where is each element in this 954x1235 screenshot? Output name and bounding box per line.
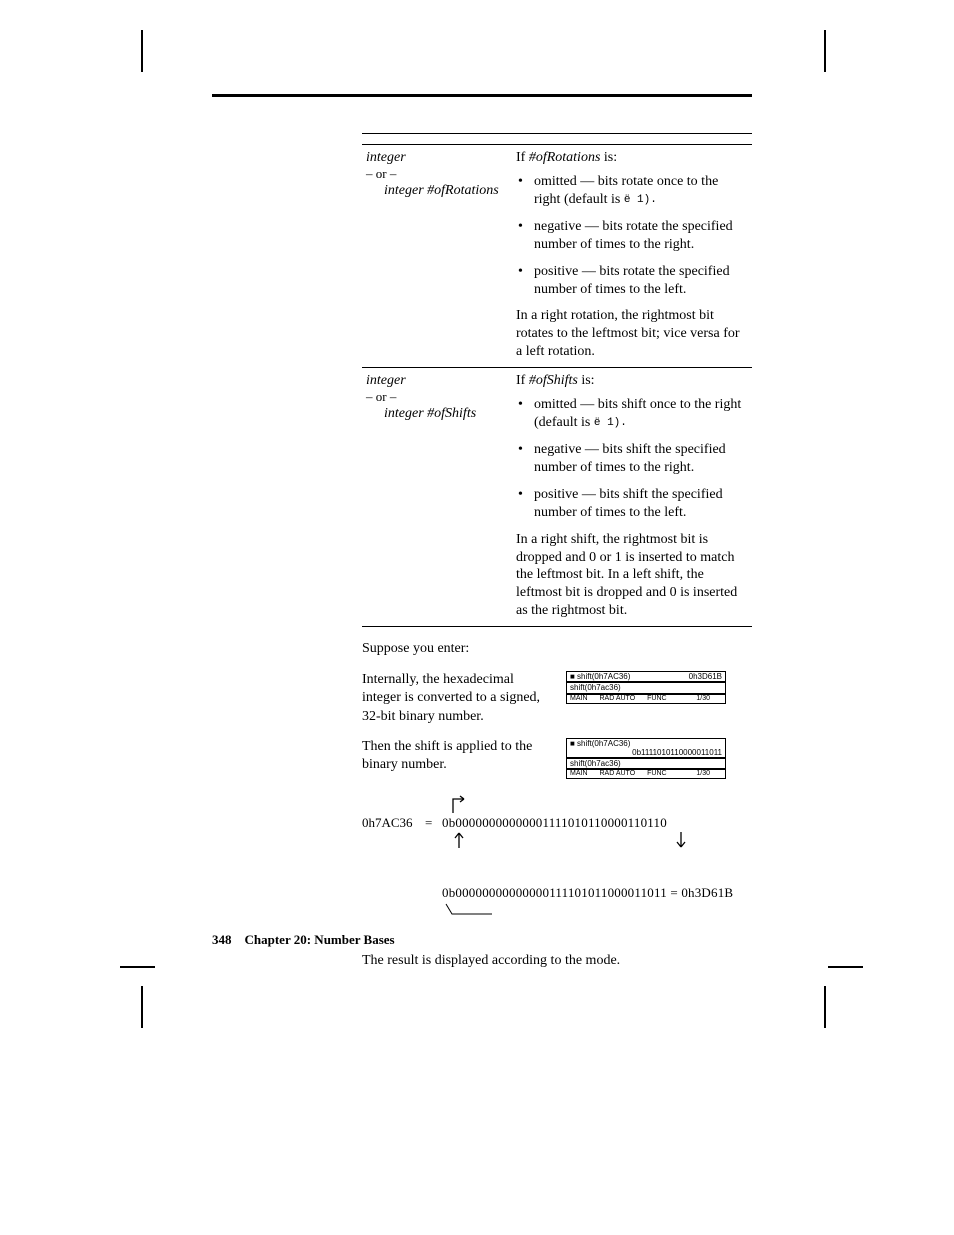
shift-with-line1: integer	[366, 373, 406, 388]
top-rule	[212, 94, 752, 97]
crop-mark	[824, 986, 826, 1028]
crop-mark	[828, 966, 863, 968]
page-content: integer – or – integer #ofRotations If #…	[212, 94, 752, 969]
example-step2: Then the shift is applied to the binary …	[362, 738, 554, 774]
example-final: The result is displayed according to the…	[362, 953, 752, 969]
arrow-up-icon	[454, 831, 464, 849]
shift-bullet-omitted: omitted — bits shift once to the right (…	[516, 396, 748, 432]
arrow-down-icon	[676, 831, 686, 849]
rotate-bullet-positive: positive — bits rotate the specified num…	[516, 263, 748, 299]
shift-desc-cell: If #ofShifts is: omitted — bits shift on…	[512, 368, 752, 626]
chapter-title: Chapter 20: Number Bases	[245, 932, 395, 947]
example-block: Suppose you enter: Internally, the hexad…	[362, 641, 752, 779]
example-intro: Suppose you enter:	[362, 641, 752, 657]
rotate-tail: In a right rotation, the rightmost bit r…	[516, 307, 748, 361]
shift-tail: In a right shift, the rightmost bit is d…	[516, 531, 748, 621]
equals-sign: =	[425, 815, 432, 831]
rotate-with-line2: integer #ofRotations	[366, 183, 499, 198]
insert-bracket-icon	[444, 902, 494, 920]
crop-mark	[141, 30, 143, 72]
arrow-top-icon	[450, 793, 470, 815]
shift-bullet-positive: positive — bits shift the specified numb…	[516, 486, 748, 522]
crop-mark	[824, 30, 826, 72]
shift-intro: If #ofShifts is:	[516, 373, 748, 389]
binary-result-diagram: 0b00000000000000111101011000011011 = 0h3…	[362, 885, 752, 935]
example-step1: Internally, the hexadecimal integer is c…	[362, 671, 554, 726]
binary-input-bits: 0b00000000000001111010110000110110	[442, 815, 667, 831]
shift-with-cell: integer – or – integer #ofShifts	[362, 368, 512, 626]
crop-mark	[141, 986, 143, 1028]
rotate-with-cell: integer – or – integer #ofRotations	[362, 145, 512, 367]
page-footer: 348 Chapter 20: Number Bases	[212, 932, 395, 948]
shift-with-line2: integer #ofShifts	[366, 406, 476, 421]
crop-mark	[120, 966, 155, 968]
rotate-intro: If #ofRotations is:	[516, 150, 748, 166]
binary-result-bits: 0b00000000000000111101011000011011 = 0h3…	[442, 885, 733, 901]
binary-input-hex: 0h7AC36	[362, 815, 413, 831]
rotate-bullet-negative: negative — bits rotate the specified num…	[516, 218, 748, 254]
page-number: 348	[212, 932, 232, 947]
function-table: integer – or – integer #ofRotations If #…	[362, 144, 752, 627]
calculator-screenshot-1: ■ shift(0h7AC36)0h3D61B shift(0h7ac36) M…	[566, 671, 726, 703]
shift-bullet-negative: negative — bits shift the specified numb…	[516, 441, 748, 477]
binary-conversion-diagram: 0h7AC36 = 0b0000000000000111101011000011…	[362, 791, 752, 859]
rotate-desc-cell: If #ofRotations is: omitted — bits rotat…	[512, 145, 752, 367]
shift-or: – or –	[366, 389, 396, 404]
rotate-bullet-omitted: omitted — bits rotate once to the right …	[516, 173, 748, 209]
rotate-or: – or –	[366, 166, 396, 181]
section-rule	[362, 133, 752, 134]
rotate-with-line1: integer	[366, 150, 406, 165]
calculator-screenshot-2: ■ shift(0h7AC36) 0b1111010110000011011 s…	[566, 738, 726, 780]
